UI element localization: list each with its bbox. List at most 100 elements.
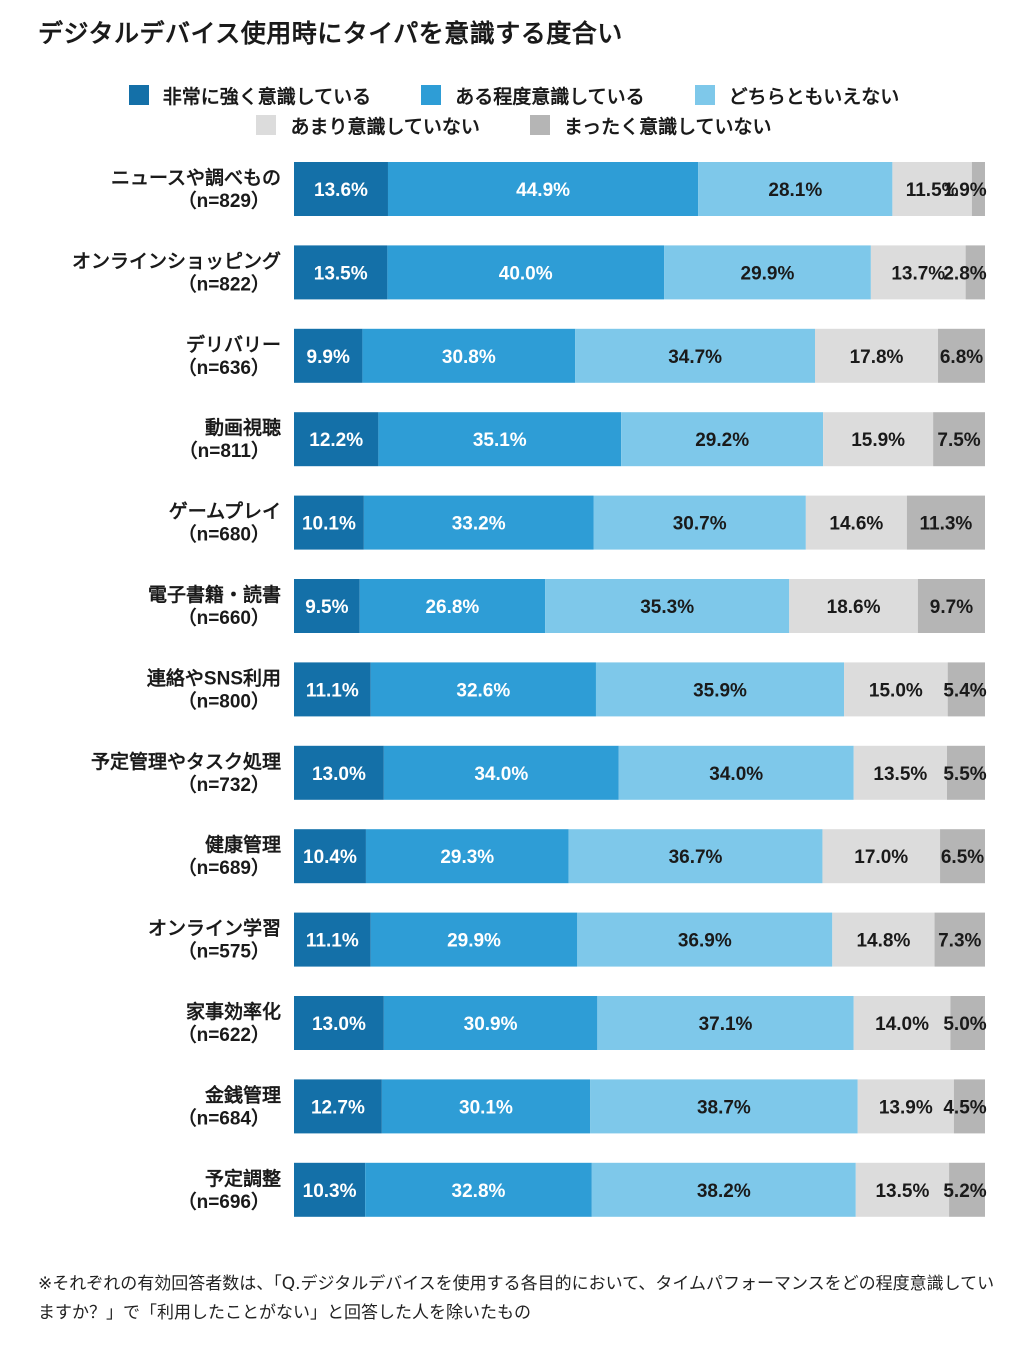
data-label: 35.9% (693, 680, 747, 701)
data-label: 14.6% (829, 514, 883, 535)
data-label: 14.0% (875, 1014, 929, 1035)
data-label: 11.1% (306, 931, 359, 952)
bar-segment (294, 412, 379, 467)
legend-row-1: 非常に強く意識している ある程度意識している どちらともいえない (0, 80, 1028, 110)
stacked-bar-chart: ニュースや調べもの（n=829） 13.6% 44.9% 28.1% 11.5%1.9%… (72, 162, 987, 1217)
data-label: 34.0% (474, 764, 528, 785)
data-label: 37.1% (699, 1014, 753, 1035)
data-label: 35.1% (473, 430, 527, 451)
data-label: 9.5% (305, 597, 348, 618)
bar-segment (664, 245, 871, 300)
data-label: 6.8% (940, 347, 983, 368)
category-label: 金銭管理 (204, 1083, 281, 1106)
bar-row: デリバリー（n=636） 9.9% 30.8% 34.7% 17.8% 6.8% (178, 328, 985, 383)
data-label: 26.8% (425, 597, 479, 618)
data-label: 30.7% (673, 514, 727, 535)
data-label: 6.5% (941, 847, 984, 868)
bar-segment (370, 662, 596, 717)
bar-segment (294, 579, 360, 633)
data-label: 9.9% (307, 347, 350, 368)
bar-segment (934, 912, 985, 967)
bar-segment (294, 328, 363, 383)
data-label: 35.3% (640, 597, 694, 618)
data-label: 13.0% (312, 1014, 366, 1035)
bar-row: ニュースや調べもの（n=829） 13.6% 44.9% 28.1% 11.5%1.9% (111, 162, 987, 216)
bar-segment (591, 1162, 856, 1217)
bar-row: 家事効率化（n=622） 13.0% 30.9% 37.1% 14.0% 5.0% (178, 996, 987, 1050)
category-label: オンライン学習 (148, 917, 281, 940)
data-label: 30.1% (459, 1097, 513, 1118)
bar-segment (294, 1162, 366, 1217)
data-label: 5.5% (943, 764, 986, 785)
bar-segment (621, 412, 824, 467)
data-label: 12.7% (311, 1097, 365, 1118)
data-label: 4.5% (943, 1097, 986, 1118)
data-label: 18.6% (827, 597, 881, 618)
bar-segment (387, 162, 699, 216)
bar-segment (545, 579, 790, 633)
data-label: 44.9% (516, 180, 570, 201)
chart-legend: 非常に強く意識している ある程度意識している どちらともいえない あまり意識して… (0, 80, 1028, 140)
sample-size-label: （n=622） (178, 1023, 270, 1046)
bar-segment (359, 579, 546, 633)
bar-segment (938, 328, 985, 383)
legend-item-not-very-aware: あまり意識していない (256, 112, 480, 139)
bar-segment (381, 1079, 591, 1134)
legend-label-neutral: どちらともいえない (728, 85, 900, 108)
data-label: 40.0% (499, 263, 553, 284)
data-label: 29.2% (695, 430, 749, 451)
legend-item-somewhat-aware: ある程度意識している (421, 82, 645, 109)
bar-segment (822, 829, 941, 884)
bar-segment (853, 996, 951, 1050)
category-label: オンラインショッピング (72, 249, 281, 272)
bar-row: 電子書籍・読書（n=660） 9.5% 26.8% 35.3% 18.6% 9.7% (148, 579, 985, 633)
data-label: 10.4% (303, 847, 357, 868)
data-label: 13.0% (312, 764, 366, 785)
data-label: 10.3% (303, 1181, 357, 1202)
bar-segment (568, 829, 823, 884)
data-label: 32.6% (456, 680, 510, 701)
bar-segment (947, 662, 985, 717)
bar-segment (805, 495, 907, 550)
bar-row: 予定管理やタスク処理（n=732） 13.0% 34.0% 34.0% 13.5% 5.5… (91, 745, 987, 800)
bar-segment (597, 996, 854, 1050)
bar-segment (294, 162, 388, 216)
data-label: 5.0% (943, 1014, 986, 1035)
bar-segment (595, 662, 845, 717)
data-label: 13.9% (879, 1097, 933, 1118)
data-label: 15.9% (851, 430, 905, 451)
sample-size-label: （n=811） (179, 439, 270, 462)
chart-title: デジタルデバイス使用時にタイパを意識する度合い (38, 19, 623, 48)
data-label: 11.3% (920, 514, 973, 535)
sample-size-label: （n=684） (178, 1106, 270, 1129)
data-label: 28.1% (768, 180, 822, 201)
legend-swatch-somewhat-aware (421, 85, 442, 105)
legend-item-strongly-aware: 非常に強く意識している (128, 82, 371, 109)
bar-segment (363, 495, 594, 550)
category-label: 予定調整 (205, 1167, 281, 1190)
legend-item-neutral: どちらともいえない (694, 82, 900, 109)
bar-segment (618, 745, 854, 800)
data-label: 29.9% (741, 263, 795, 284)
bar-segment (294, 662, 371, 717)
sample-size-label: （n=680） (178, 523, 270, 546)
bar-segment (844, 662, 948, 717)
data-label: 11.1% (306, 680, 359, 701)
data-label: 17.0% (854, 847, 908, 868)
bar-segment (370, 912, 578, 967)
data-label: 17.8% (850, 347, 904, 368)
bar-segment (917, 579, 985, 633)
data-label: 34.7% (668, 347, 722, 368)
bar-row: 金銭管理（n=684） 12.7% 30.1% 38.7% 13.9% 4.5% (178, 1079, 987, 1134)
data-label: 38.2% (697, 1181, 751, 1202)
bar-segment (950, 996, 985, 1050)
bar-segment (383, 745, 619, 800)
category-label: 連絡やSNS利用 (147, 666, 281, 689)
bar-segment (577, 912, 833, 967)
data-label: 12.2% (309, 430, 363, 451)
sample-size-label: （n=636） (178, 356, 270, 379)
legend-swatch-neutral (694, 85, 715, 105)
sample-size-label: （n=696） (178, 1190, 270, 1213)
bar-row: 健康管理（n=689） 10.4% 29.3% 36.7% 17.0% 6.5% (178, 829, 985, 884)
bar-row: 連絡やSNS利用（n=800） 11.1% 32.6% 35.9% 15.0% 5.4% (147, 662, 987, 717)
